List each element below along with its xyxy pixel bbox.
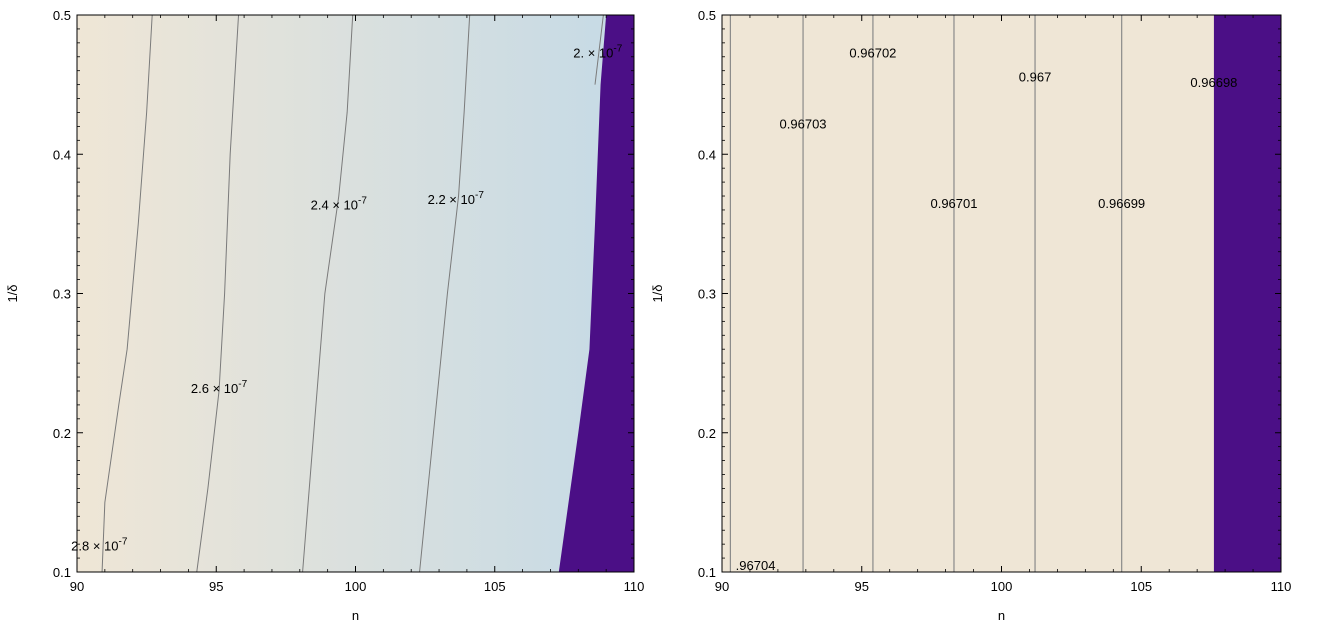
y-axis-title: 1/δ: [5, 284, 20, 302]
x-tick-label: 95: [209, 579, 223, 594]
x-tick-label: 90: [715, 579, 729, 594]
x-tick-label: 105: [484, 579, 506, 594]
y-tick-label: 0.1: [698, 565, 716, 580]
contour-label: 0.96698: [1190, 75, 1237, 90]
contour-line: [302, 14, 354, 573]
y-axis-title: 1/δ: [650, 284, 665, 302]
y-tick-label: 0.1: [53, 565, 71, 580]
plot-background: [722, 15, 1281, 572]
y-tick-label: 0.2: [698, 426, 716, 441]
contour-label: 2.6 × 10-7: [191, 379, 248, 396]
contour-label: 0.967: [1019, 69, 1052, 84]
contour-label: .96704: [736, 558, 776, 573]
plot-background: [77, 15, 634, 572]
contour-label: 2. × 10-7: [573, 44, 622, 61]
cutoff-region: [1213, 15, 1281, 572]
x-tick-label: 100: [345, 579, 367, 594]
contour-label: 0.96702: [849, 46, 896, 61]
y-tick-label: 0.3: [698, 287, 716, 302]
contour-label: 2.2 × 10-7: [428, 190, 485, 207]
cutoff-region: [558, 15, 634, 572]
contour-line: [101, 14, 153, 573]
y-tick-label: 0.4: [53, 147, 71, 162]
x-tick-label: 110: [1271, 579, 1292, 594]
y-tick-label: 0.5: [698, 8, 716, 23]
contour-line: [594, 14, 604, 85]
contour-label: 0.96701: [930, 196, 977, 211]
right-contour-panel: .96704 0.96703 0.96702 0.96701 0.967 0.96699 0…: [650, 8, 1291, 623]
contour-line: [196, 14, 240, 573]
contour-label: 0.96699: [1098, 196, 1145, 211]
left-contour-panel: 2.8 × 10-7 2.6 × 10-7 2.4 × 10-7 2.2 × 10-7…: [5, 8, 644, 623]
x-tick-label: 110: [624, 579, 645, 594]
x-axis-title: n: [352, 608, 359, 623]
x-tick-label: 95: [855, 579, 869, 594]
contour-line: [419, 14, 471, 573]
x-axis-title: n: [998, 608, 1005, 623]
x-tick-label: 90: [70, 579, 84, 594]
y-tick-label: 0.2: [53, 426, 71, 441]
y-tick-label: 0.3: [53, 287, 71, 302]
y-tick-label: 0.5: [53, 8, 71, 23]
contour-label: 0.96703: [780, 117, 827, 132]
x-tick-label: 100: [991, 579, 1013, 594]
contour-label: 2.8 × 10-7: [71, 537, 128, 554]
y-tick-label: 0.4: [698, 147, 716, 162]
x-tick-label: 105: [1130, 579, 1152, 594]
contour-label: 2.4 × 10-7: [311, 195, 368, 212]
